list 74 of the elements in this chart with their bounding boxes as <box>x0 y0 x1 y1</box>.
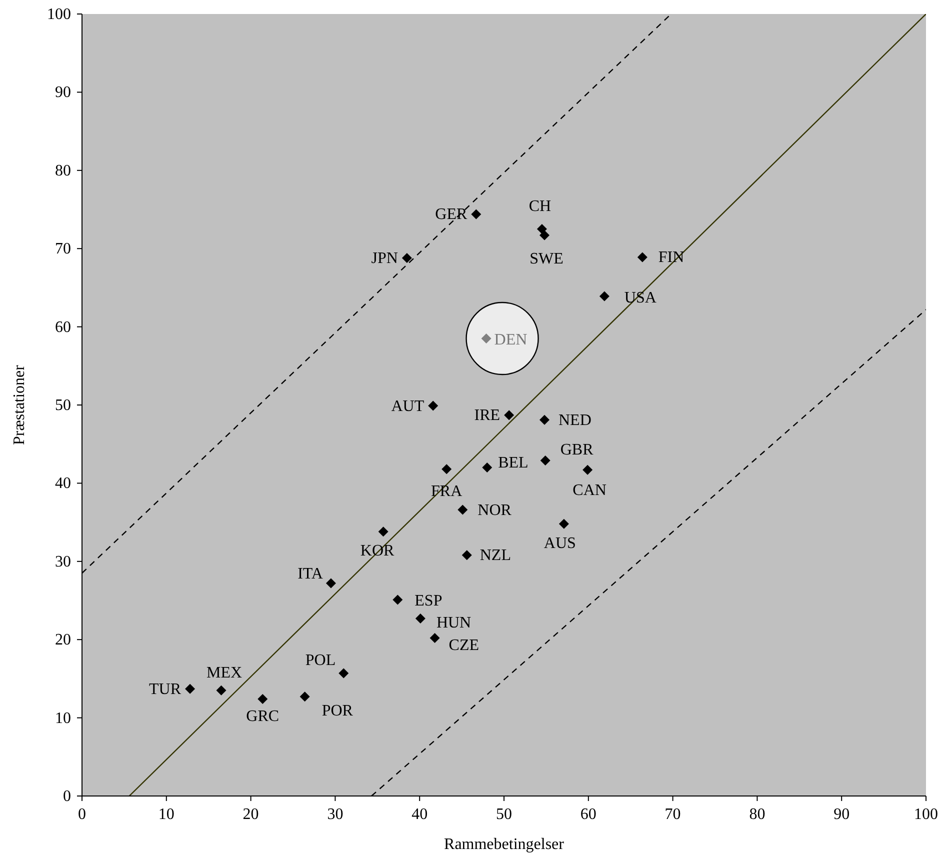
point <box>442 464 452 474</box>
point <box>637 252 648 262</box>
annotation: HUN <box>436 614 472 632</box>
x-tick-label: 80 <box>749 806 766 823</box>
point <box>540 414 550 425</box>
y-tick-label: 90 <box>55 84 71 102</box>
y-tick-label: 70 <box>55 240 71 258</box>
annotation: JPN <box>371 250 398 267</box>
y-tick-label: 0 <box>63 788 71 805</box>
annotation: GBR <box>560 442 594 459</box>
annotation: ESP <box>414 592 442 610</box>
point <box>216 685 226 696</box>
annotation: GER <box>435 206 468 224</box>
x-tick-label: 20 <box>242 806 259 823</box>
point <box>558 518 569 529</box>
annotation: NZL <box>480 547 511 564</box>
point <box>300 692 310 702</box>
point <box>415 613 426 624</box>
annotation: IRE <box>474 407 500 424</box>
y-tick-label: 10 <box>55 710 71 727</box>
point <box>185 684 196 694</box>
annotation: NED <box>558 412 592 429</box>
annotation: DEN <box>494 332 528 349</box>
y-tick-label: 30 <box>55 553 71 570</box>
y-tick-label: 20 <box>55 632 71 649</box>
point <box>378 526 388 537</box>
x-axis-title: Rammebetingelser <box>444 836 565 853</box>
x-tick-label: 40 <box>412 806 428 823</box>
point <box>338 668 349 678</box>
point <box>392 594 403 605</box>
y-tick-label: 80 <box>55 162 71 180</box>
y-tick-label: 50 <box>55 397 71 414</box>
x-tick-label: 70 <box>664 806 681 823</box>
annotation: CAN <box>572 482 607 499</box>
point <box>599 291 610 302</box>
point <box>482 462 492 473</box>
point <box>540 230 550 240</box>
y-tick-label: 40 <box>55 475 71 492</box>
x-tick-label: 100 <box>914 806 938 823</box>
annotation: SWE <box>530 250 564 268</box>
point <box>536 224 547 234</box>
point <box>258 694 268 704</box>
annotation: NOR <box>478 502 512 519</box>
point <box>428 400 438 411</box>
annotation: POL <box>305 652 336 670</box>
x-tick-label: 50 <box>496 806 512 823</box>
point <box>582 464 593 475</box>
x-tick-label: 90 <box>834 806 850 823</box>
point <box>402 252 412 263</box>
y-axis-title: Præstationer <box>11 364 28 445</box>
point <box>458 504 468 515</box>
annotation: TUR <box>149 680 182 698</box>
point <box>504 410 514 420</box>
point <box>326 578 336 588</box>
y-tick-label: 60 <box>55 318 71 336</box>
point <box>471 209 482 220</box>
annotation: AUS <box>544 534 576 552</box>
annotation: GRC <box>246 708 280 726</box>
point <box>462 550 472 560</box>
annotation: CZE <box>448 637 480 654</box>
x-tick-label: 30 <box>327 806 344 823</box>
x-tick-label: 0 <box>78 806 86 823</box>
point <box>540 456 550 466</box>
annotation: CH <box>528 198 552 216</box>
x-tick-label: 10 <box>158 806 174 823</box>
annotation: BEL <box>498 454 528 472</box>
x-tick-label: 60 <box>580 806 596 823</box>
annotation: ITA <box>298 565 324 582</box>
annotation: MEX <box>206 664 242 682</box>
y-tick-label: 100 <box>47 6 71 23</box>
point <box>481 334 492 344</box>
annotation: POR <box>322 702 354 720</box>
point <box>430 633 440 644</box>
annotation: AUT <box>391 398 424 415</box>
